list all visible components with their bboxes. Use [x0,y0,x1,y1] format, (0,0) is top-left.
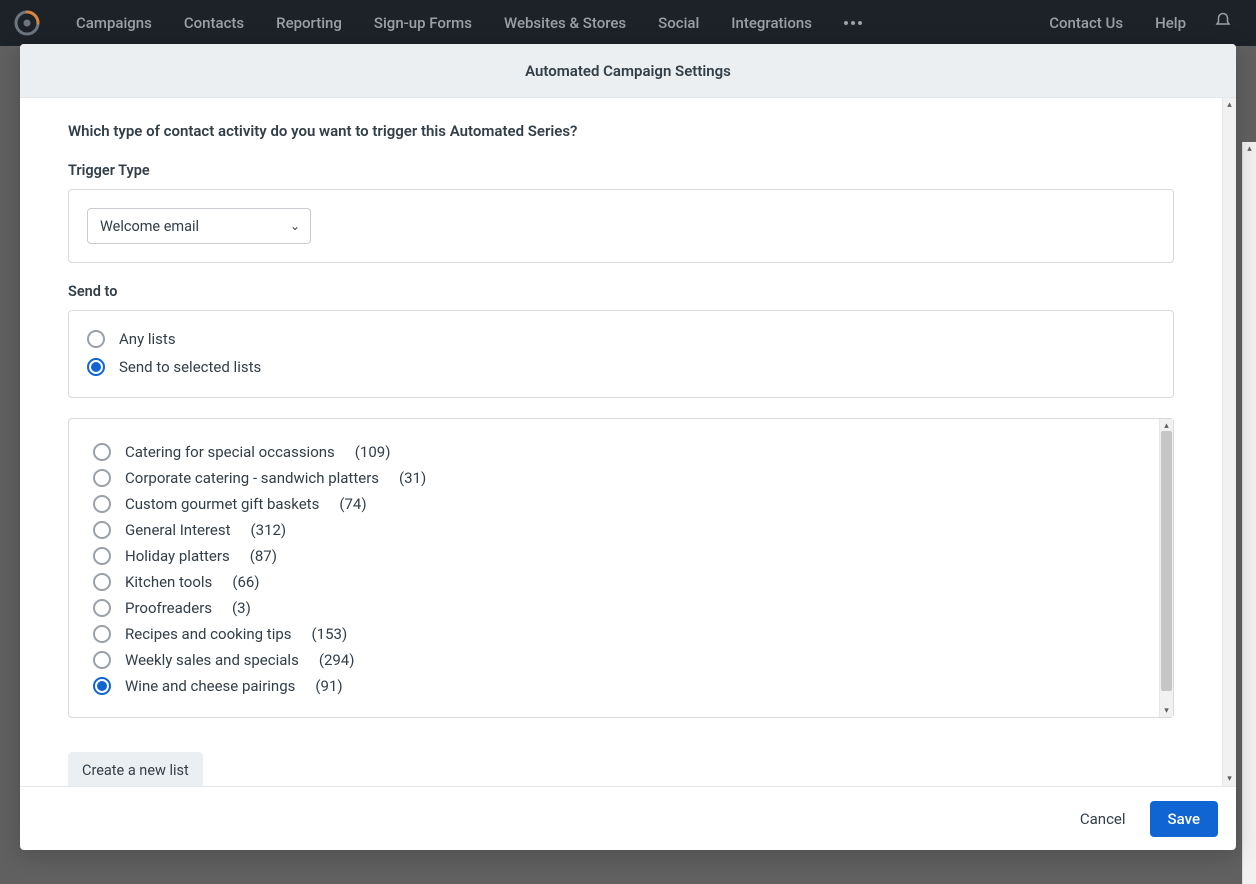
scroll-up-icon[interactable]: ▴ [1243,142,1256,156]
modal-body: Which type of contact activity do you wa… [20,98,1222,786]
list-item-count: (91) [315,677,342,695]
logo-icon[interactable] [12,8,42,38]
list-item-count: (31) [399,469,426,487]
list-item-label: Wine and cheese pairings [125,677,295,695]
nav-websites-stores[interactable]: Websites & Stores [488,0,642,46]
scroll-down-icon[interactable]: ▾ [1160,704,1173,717]
trigger-question: Which type of contact activity do you wa… [68,122,1174,140]
list-item[interactable]: Wine and cheese pairings (91) [93,673,1149,699]
trigger-type-value: Welcome email [100,218,199,235]
send-to-option[interactable]: Send to selected lists [87,353,1155,381]
send-to-option[interactable]: Any lists [87,325,1155,353]
top-nav: Campaigns Contacts Reporting Sign-up For… [0,0,1256,46]
list-item[interactable]: Weekly sales and specials (294) [93,647,1149,673]
page-scrollbar[interactable]: ▴ [1242,142,1256,884]
list-item-count: (87) [250,547,277,565]
trigger-type-box: Welcome email ⌄ [68,189,1174,263]
modal-body-wrapper: Which type of contact activity do you wa… [20,98,1236,786]
radio-icon[interactable] [93,651,111,669]
nav-contacts[interactable]: Contacts [168,0,260,46]
radio-icon[interactable] [93,469,111,487]
lists-scroll[interactable]: Catering for special occassions (109) Corp… [69,419,1159,717]
nav-right: Contact Us Help [1033,0,1244,46]
settings-modal: Automated Campaign Settings Which type o… [20,44,1236,850]
list-item[interactable]: Kitchen tools (66) [93,569,1149,595]
radio-icon[interactable] [93,677,111,695]
nav-social[interactable]: Social [642,0,715,46]
list-item[interactable]: Custom gourmet gift baskets (74) [93,491,1149,517]
radio-icon[interactable] [93,573,111,591]
nav-left: Campaigns Contacts Reporting Sign-up For… [60,0,878,46]
nav-contact-us[interactable]: Contact Us [1033,0,1139,46]
list-item-count: (109) [355,443,391,461]
list-item-label: Custom gourmet gift baskets [125,495,319,513]
radio-icon[interactable] [93,625,111,643]
nav-integrations[interactable]: Integrations [715,0,828,46]
nav-more-icon[interactable] [828,21,878,25]
list-item[interactable]: General Interest (312) [93,517,1149,543]
list-item[interactable]: Corporate catering - sandwich platters (3… [93,465,1149,491]
cancel-button[interactable]: Cancel [1074,802,1132,836]
list-item-label: Kitchen tools [125,573,212,591]
list-item-label: Weekly sales and specials [125,651,299,669]
chevron-down-icon: ⌄ [290,219,300,233]
radio-icon[interactable] [93,443,111,461]
notifications-icon[interactable] [1202,12,1244,34]
nav-campaigns[interactable]: Campaigns [60,0,168,46]
list-item-count: (294) [319,651,355,669]
modal-footer: Cancel Save [20,786,1236,850]
list-item-label: Catering for special occassions [125,443,335,461]
list-item[interactable]: Recipes and cooking tips (153) [93,621,1149,647]
list-item-count: (66) [232,573,259,591]
list-item[interactable]: Catering for special occassions (109) [93,439,1149,465]
radio-icon[interactable] [93,599,111,617]
send-to-box: Any lists Send to selected lists [68,310,1174,398]
lists-box: Catering for special occassions (109) Corp… [68,418,1174,718]
radio-icon[interactable] [93,547,111,565]
scroll-down-icon[interactable]: ▾ [1223,772,1236,786]
radio-icon[interactable] [87,330,105,348]
trigger-type-label: Trigger Type [68,162,1174,179]
send-to-label: Send to [68,283,1174,300]
send-to-option-label: Any lists [119,330,176,348]
list-item-label: Recipes and cooking tips [125,625,292,643]
list-item[interactable]: Proofreaders (3) [93,595,1149,621]
list-item-count: (312) [251,521,287,539]
list-item-label: Holiday platters [125,547,230,565]
save-button[interactable]: Save [1150,801,1218,837]
list-item[interactable]: Holiday platters (87) [93,543,1149,569]
lists-scrollbar[interactable]: ▴ ▾ [1159,419,1173,717]
create-new-list-button[interactable]: Create a new list [68,752,203,786]
radio-icon[interactable] [87,358,105,376]
modal-scrollbar[interactable]: ▴ ▾ [1222,98,1236,786]
modal-title: Automated Campaign Settings [20,44,1236,98]
nav-signup-forms[interactable]: Sign-up Forms [358,0,488,46]
scrollbar-thumb[interactable] [1161,431,1172,691]
send-to-option-label: Send to selected lists [119,358,261,376]
list-item-label: Proofreaders [125,599,212,617]
nav-help[interactable]: Help [1139,0,1202,46]
list-item-label: Corporate catering - sandwich platters [125,469,379,487]
radio-icon[interactable] [93,495,111,513]
list-item-count: (3) [232,599,251,617]
scroll-up-icon[interactable]: ▴ [1223,98,1236,112]
radio-icon[interactable] [93,521,111,539]
list-item-label: General Interest [125,521,231,539]
trigger-type-select[interactable]: Welcome email ⌄ [87,208,311,244]
list-item-count: (74) [339,495,366,513]
nav-reporting[interactable]: Reporting [260,0,358,46]
list-item-count: (153) [312,625,348,643]
